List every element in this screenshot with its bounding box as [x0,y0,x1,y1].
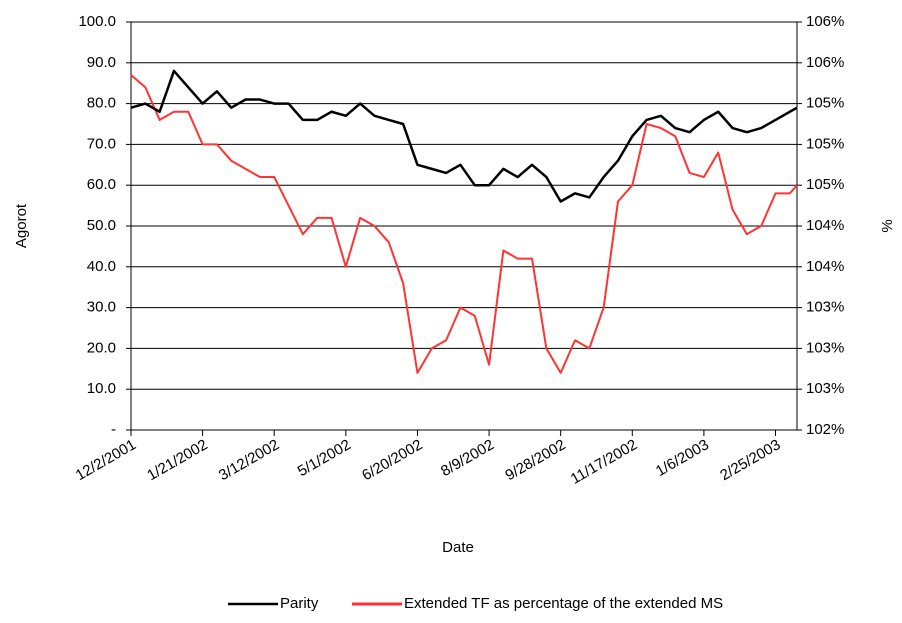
y-tick-label: 10.0 [87,380,116,397]
y-tick-label: 20.0 [87,339,116,356]
y-axis-title: Agorot [13,203,30,248]
x-tick-label: 3/12/2002 [216,436,282,484]
y2-tick-label: 102% [806,421,844,438]
y-tick-label: - [111,421,116,438]
y-tick-label: 50.0 [87,217,116,234]
y2-tick-label: 103% [806,339,844,356]
y-tick-label: 40.0 [87,258,116,275]
y2-tick-label: 106% [806,13,844,30]
x-tick-label: 9/28/2002 [502,436,568,484]
legend-label: Parity [280,595,319,612]
x-axis-title: Date [442,539,474,556]
y2-tick-label: 103% [806,299,844,316]
y-tick-label: 30.0 [87,299,116,316]
y2-tick-label: 104% [806,258,844,275]
y2-tick-label: 105% [806,135,844,152]
x-tick-label: 1/6/2003 [653,436,712,480]
y-tick-label: 80.0 [87,95,116,112]
y2-tick-label: 105% [806,95,844,112]
legend-label: Extended TF as percentage of the extende… [404,595,723,612]
y-tick-label: 70.0 [87,135,116,152]
x-tick-label: 1/21/2002 [144,436,210,484]
x-tick-label: 11/17/2002 [568,436,641,488]
x-tick-label: 2/25/2003 [717,436,783,484]
y-tick-label: 90.0 [87,54,116,71]
y-tick-label: 100.0 [78,13,116,30]
series-line [130,69,798,203]
series-line [130,74,798,374]
x-tick-label: 5/1/2002 [295,436,354,480]
y2-tick-label: 105% [806,176,844,193]
y2-tick-label: 106% [806,54,844,71]
y-tick-label: 60.0 [87,176,116,193]
x-tick-label: 8/9/2002 [438,436,497,480]
x-tick-label: 6/20/2002 [359,436,425,484]
y2-tick-label: 104% [806,217,844,234]
y2-axis-title: % [879,219,896,232]
y2-tick-label: 103% [806,380,844,397]
x-tick-label: 12/2/2001 [73,436,139,484]
